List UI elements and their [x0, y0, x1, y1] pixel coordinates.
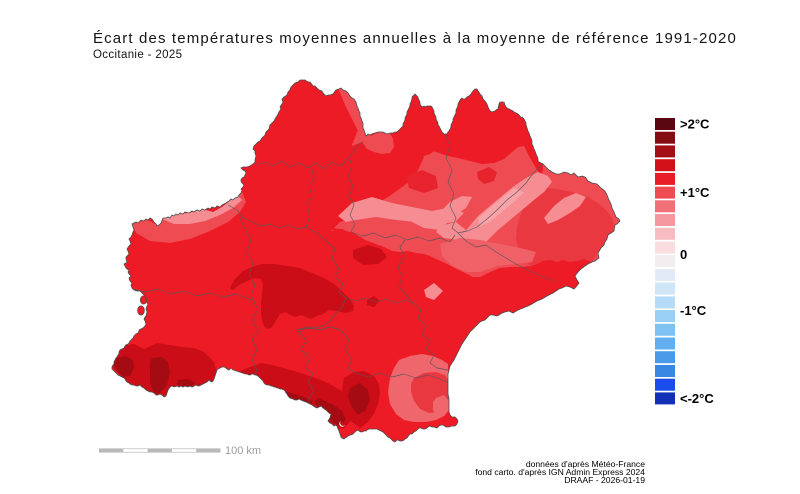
svg-text:+1°C: +1°C [680, 185, 710, 200]
svg-text:<-2°C: <-2°C [680, 391, 714, 406]
svg-text:-1°C: -1°C [680, 303, 707, 318]
svg-text:>2°C: >2°C [680, 117, 710, 132]
svg-text:0: 0 [680, 247, 687, 262]
